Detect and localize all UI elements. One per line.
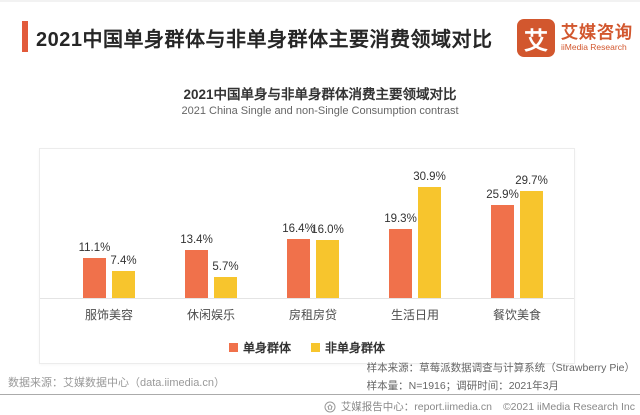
bar: 16.4% [282,223,315,298]
bar-group: 19.3% 30.9% [364,149,466,298]
footer-divider [0,394,640,395]
bar-value-label: 11.1% [78,242,111,255]
bar-value-label: 19.3% [384,212,417,225]
report-center-icon [324,401,336,412]
sample-note: 样本来源：草莓派数据调查与计算系统（Strawberry Pie） 样本量：N=… [367,359,635,395]
bar-value-label: 13.4% [180,233,213,246]
bar-group: 13.4% 5.7% [160,149,262,298]
bar-value-label: 16.4% [282,222,315,235]
plot-area: 11.1% 7.4% 13.4% 5.7% 16.4% 16.0% 19.3% 30.9% 25… [40,149,574,299]
report-center-link: 艾媒报告中心：report.iimedia.cn [340,401,492,413]
sample-info-line: 样本量：N=1916；调研时间：2021年3月 [366,380,559,392]
bar-group: 25.9% 29.7% [466,149,568,298]
bar: 19.3% [384,213,417,298]
legend-item: 非单身群体 [311,339,385,356]
legend-swatch-icon [228,343,238,352]
footer: 艾媒报告中心：report.iimedia.cn ©2021 iiMedia R… [324,399,635,414]
bar-group: 11.1% 7.4% [58,149,160,298]
bar: 5.7% [212,261,239,298]
category-label: 房租房贷 [288,308,337,322]
copyright-text: ©2021 iiMedia Research Inc [502,400,635,413]
data-source-note: 数据来源：艾媒数据中心（data.iimedia.cn） [8,377,225,389]
bar-value-label: 7.4% [110,255,137,268]
logo-name-en: iiMedia Research [561,41,627,52]
chart-title: 2021中国单身与非单身群体消费主要领域对比 [183,87,457,102]
bar: 30.9% [413,171,446,298]
category-label: 服饰美容 [84,308,133,322]
category-row: 服饰美容 休闲娱乐 房租房贷 生活日用 餐饮美食 [40,306,574,323]
category-label: 餐饮美食 [492,308,541,322]
legend-item: 单身群体 [228,339,291,356]
bar: 16.0% [311,224,344,298]
chart-subtitle: 2021 China Single and non-Single Consump… [181,105,459,117]
iimedia-logo-text: 艾媒咨询 iiMedia Research [561,22,633,52]
category-label: 休闲娱乐 [186,308,235,322]
bar: 25.9% [486,189,519,298]
legend-label: 单身群体 [242,341,291,355]
bar: 13.4% [180,234,213,298]
header-accent-bar [22,21,28,52]
logo-name-cn: 艾媒咨询 [561,22,633,42]
bar: 29.7% [515,175,548,298]
bar: 7.4% [110,255,137,298]
chart-card: 11.1% 7.4% 13.4% 5.7% 16.4% 16.0% 19.3% 30.9% 25… [39,148,575,364]
page-title: 2021中国单身群体与非单身群体主要消费领域对比 [36,29,493,51]
bar-value-label: 30.9% [413,170,446,183]
bar-value-label: 5.7% [212,261,239,274]
legend-label: 非单身群体 [325,341,386,355]
chart-legend: 单身群体 非单身群体 [40,339,574,356]
iimedia-logo-icon: 艾 [517,19,555,57]
bar-value-label: 29.7% [515,175,548,188]
iimedia-logo: 艾 艾媒咨询 iiMedia Research [517,19,633,57]
legend-swatch-icon [311,343,320,352]
bar-value-label: 16.0% [311,224,344,237]
bar: 11.1% [79,242,110,298]
bar-value-label: 25.9% [486,188,519,201]
bar-group: 16.4% 16.0% [262,149,364,298]
category-label: 生活日用 [390,308,439,322]
sample-source-line: 样本来源：草莓派数据调查与计算系统（Strawberry Pie） [366,362,635,374]
